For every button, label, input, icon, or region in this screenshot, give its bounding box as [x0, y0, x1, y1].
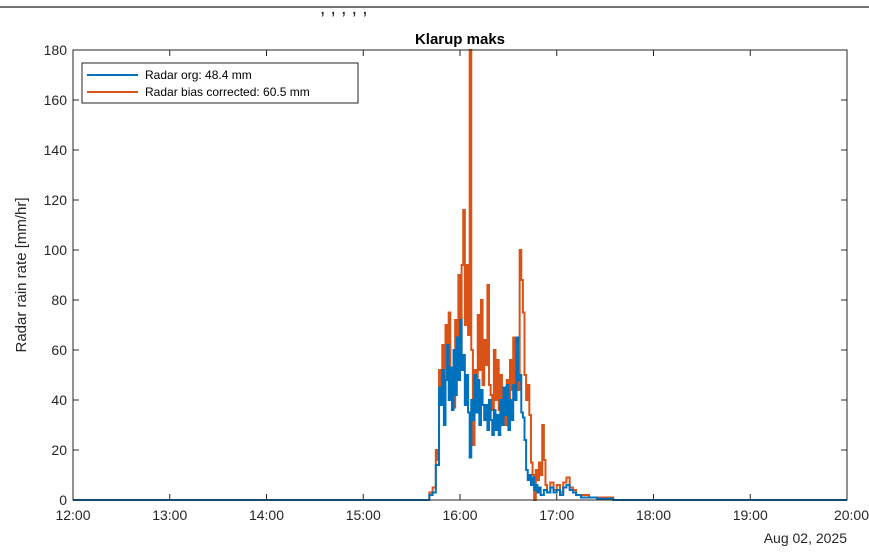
y-tick-label: 140	[44, 142, 68, 158]
y-tick-label: 100	[44, 242, 68, 258]
y-tick-label: 180	[44, 42, 68, 58]
y-tick-label: 20	[51, 442, 67, 458]
legend-box	[81, 62, 359, 104]
x-date-label: Aug 02, 2025	[764, 530, 848, 546]
y-tick-label: 120	[44, 192, 68, 208]
series-layer	[73, 49, 847, 501]
x-tick-label: 18:00	[636, 507, 671, 523]
x-tick-label: 13:00	[152, 507, 187, 523]
x-tick-label: 16:00	[442, 507, 477, 523]
x-tick-label: 17:00	[539, 507, 574, 523]
y-tick-label: 80	[51, 292, 67, 308]
y-tick-label: 40	[51, 392, 67, 408]
y-tick-label: 60	[51, 342, 67, 358]
x-tick-label: 12:00	[55, 507, 90, 523]
chart-title: Klarup maks	[415, 31, 505, 48]
ticks-layer: 12:00 13:00 14:00 15:00 16:00 17:00 18:00 19:00…	[44, 42, 869, 523]
top-caption: , , , , ,	[320, 0, 368, 19]
series-line-radar-org	[73, 319, 847, 501]
x-tick-label: 19:00	[733, 507, 768, 523]
legend-label-radar-bias-corrected: Radar bias corrected: 60.5 mm	[145, 85, 310, 99]
y-tick-label: 0	[59, 492, 67, 508]
legend-label-radar-org: Radar org: 48.4 mm	[145, 68, 252, 82]
x-tick-label: 14:00	[249, 507, 284, 523]
plot-frame	[72, 49, 848, 501]
x-tick-label: 20:00	[834, 507, 869, 523]
y-tick-label: 160	[44, 92, 68, 108]
legend: Radar org: 48.4 mm Radar bias corrected:…	[81, 62, 359, 104]
y-axis-label: Radar rain rate [mm/hr]	[13, 197, 30, 352]
x-tick-label: 15:00	[346, 507, 381, 523]
